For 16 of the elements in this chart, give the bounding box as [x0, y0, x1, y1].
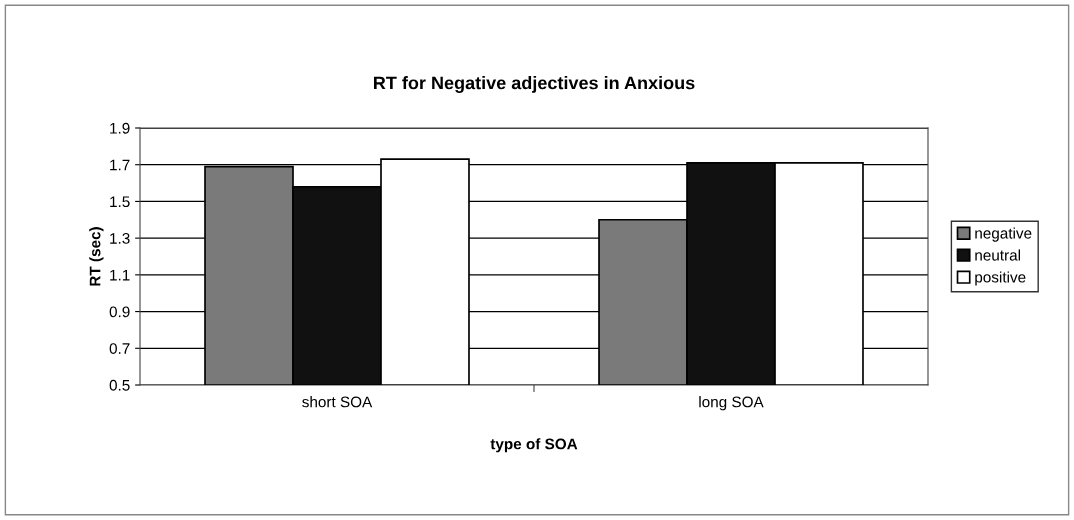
- legend-label: neutral: [975, 249, 1021, 261]
- chart-title: RT for Negative adjectives in Anxious: [374, 76, 695, 93]
- y-axis-title: RT (sec): [89, 227, 104, 286]
- x-tick-label: long SOA: [699, 396, 764, 411]
- x-tick-label: short SOA: [302, 396, 373, 408]
- y-tick-label: 1.9: [110, 122, 130, 134]
- y-tick-label: 0.7: [109, 343, 130, 354]
- y-tick-label: 1.3: [110, 233, 130, 244]
- y-tick-label: 1.1: [110, 269, 130, 281]
- y-tick-label: 1.7: [110, 159, 130, 171]
- legend-label: positive: [975, 271, 1026, 286]
- x-axis-title: type of SOA: [490, 438, 578, 453]
- y-tick-label: 1.5: [110, 196, 130, 208]
- y-tick-label: 0.9: [109, 306, 130, 318]
- y-tick-label: 0.5: [109, 379, 130, 391]
- legend-label: negative: [975, 227, 1032, 242]
